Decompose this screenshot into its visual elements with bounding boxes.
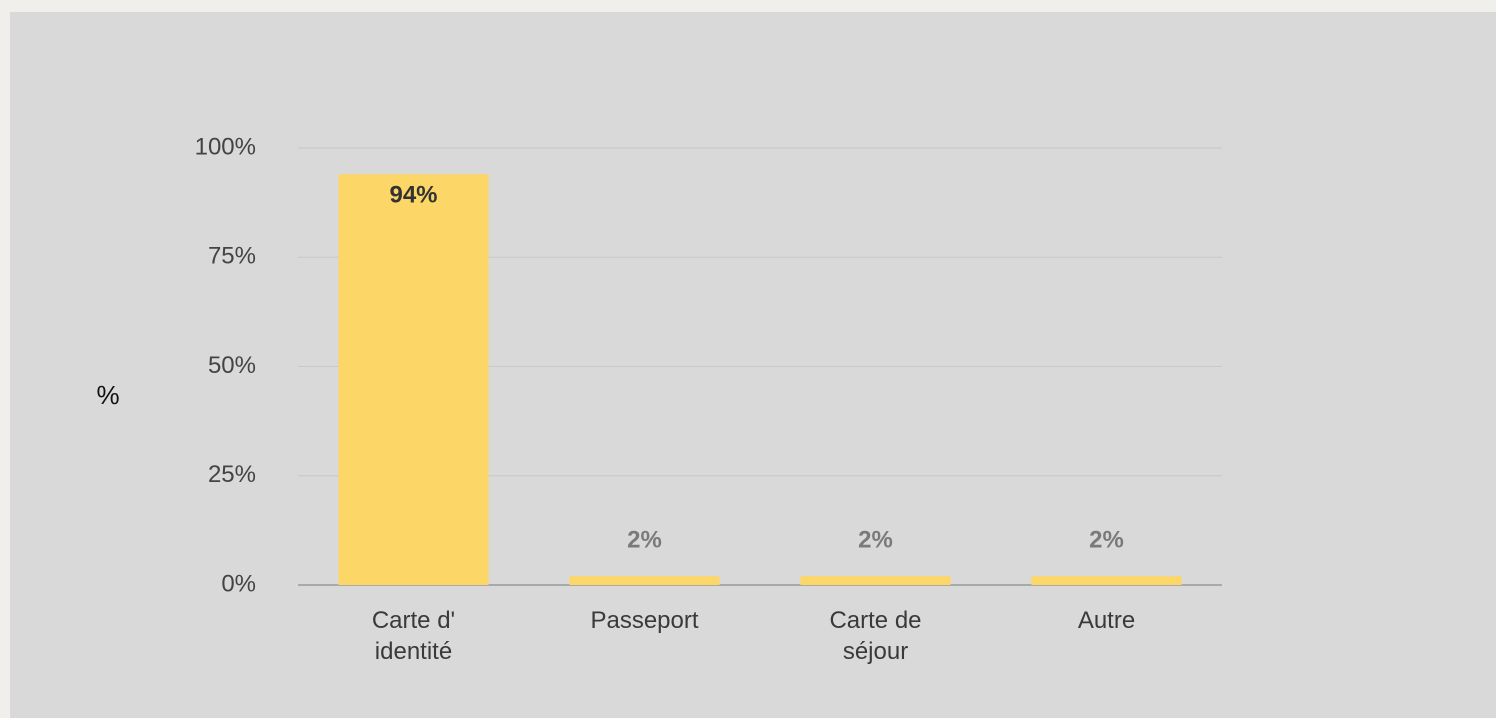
y-axis-label: % (96, 380, 119, 410)
x-tick-label: Passeport (590, 607, 699, 634)
bar (800, 576, 951, 585)
y-tick-label: 100% (195, 133, 256, 160)
y-tick-label: 50% (208, 352, 256, 379)
panel (10, 12, 1496, 718)
bar (1031, 576, 1182, 585)
x-tick-label: Carte de séjour (829, 607, 922, 665)
bar (338, 174, 489, 585)
x-tick-label: Carte d' identité (371, 607, 456, 665)
y-tick-label: 0% (221, 570, 256, 597)
y-tick-label: 75% (208, 243, 256, 270)
data-label: 2% (1089, 527, 1124, 554)
data-label: 2% (627, 527, 662, 554)
x-tick-label: Autre (1077, 607, 1136, 634)
data-label: 94% (389, 182, 437, 209)
y-tick-label: 25% (208, 461, 256, 488)
bar (569, 576, 720, 585)
data-label: 2% (858, 527, 893, 554)
